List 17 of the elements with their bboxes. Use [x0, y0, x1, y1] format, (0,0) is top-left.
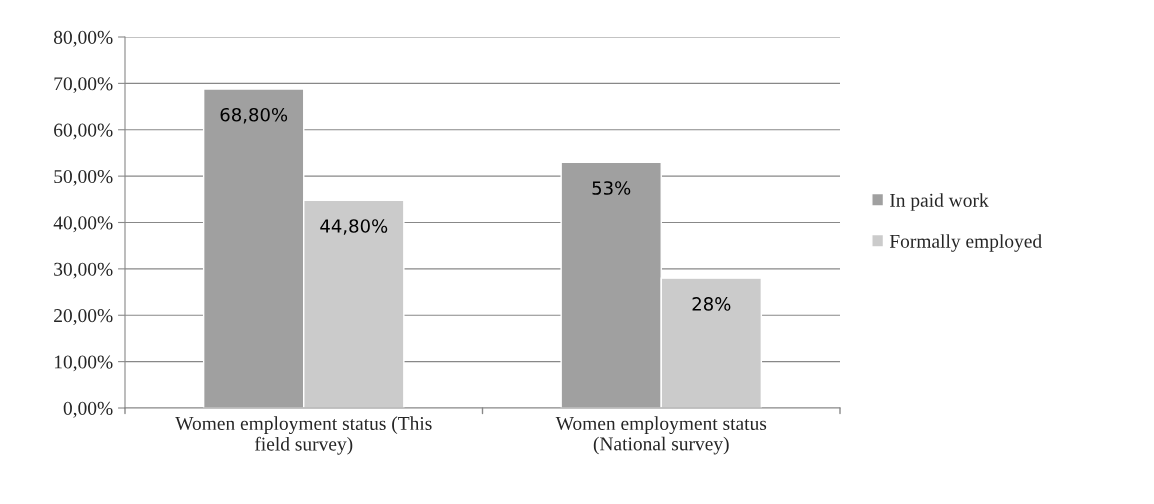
y-tick-label: 10,00%	[54, 355, 113, 372]
legend-label: In paid work	[890, 193, 989, 211]
data-label: 44,80%	[320, 219, 388, 235]
data-label: 28%	[692, 297, 731, 311]
y-tick-label: 0,00%	[63, 401, 113, 418]
x-tick-label: Women employment status (National survey)	[555, 416, 767, 455]
data-label: 68,80%	[220, 107, 288, 124]
y-tick-label: 70,00%	[54, 77, 113, 94]
y-tick-label: 40,00%	[53, 216, 113, 233]
y-tick-label: 80,00%	[53, 30, 113, 47]
y-tick-label: 60,00%	[54, 123, 113, 140]
legend-label: Formally employed	[889, 234, 1042, 252]
y-tick-label: 30,00%	[54, 262, 113, 279]
x-tick-label: Women employment status (This field survey)	[175, 416, 432, 455]
y-tick-label: 50,00%	[54, 169, 113, 186]
data-label: 53%	[592, 181, 631, 195]
y-tick-label: 20,00%	[54, 309, 113, 325]
